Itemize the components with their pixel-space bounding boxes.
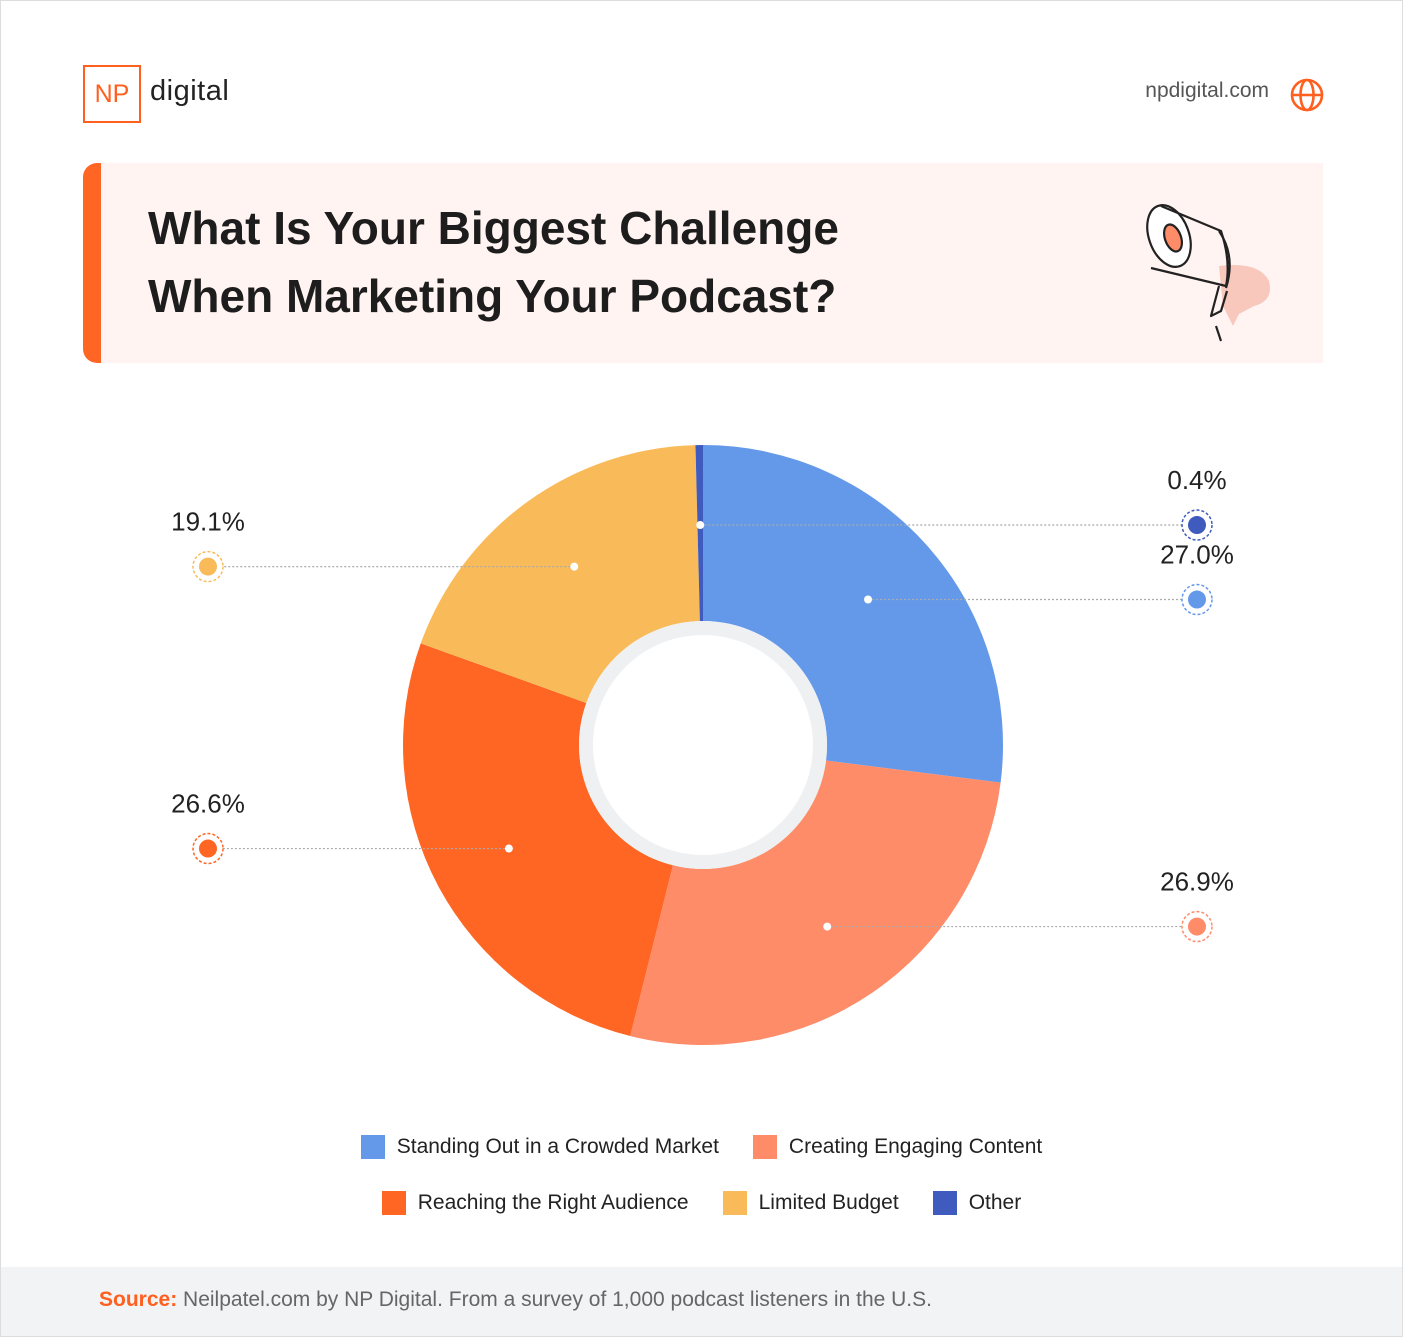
- legend: Standing Out in a Crowded Market Creating…: [1, 1119, 1402, 1231]
- label-dot: [199, 839, 217, 858]
- legend-row: Standing Out in a Crowded Market Creating…: [1, 1119, 1402, 1175]
- source: Source: Neilpatel.com by NP Digital. Fro…: [99, 1288, 932, 1312]
- logo-text: digital: [150, 75, 230, 107]
- legend-swatch: [752, 1135, 777, 1159]
- legend-label: Limited Budget: [758, 1191, 899, 1214]
- donut-slice: [703, 445, 1003, 783]
- label-dot: [199, 557, 217, 576]
- leader-dot: [864, 595, 873, 604]
- legend-item: Reaching the Right Audience: [381, 1191, 689, 1215]
- legend-item: Standing Out in a Crowded Market: [360, 1135, 719, 1159]
- data-label: 19.1%: [171, 507, 245, 537]
- megaphone-icon: [1146, 204, 1270, 342]
- legend-item: Other: [932, 1191, 1022, 1215]
- title-band: [83, 163, 1323, 363]
- source-label: Source:: [99, 1288, 178, 1311]
- legend-item: Creating Engaging Content: [752, 1135, 1043, 1159]
- leader-dot: [504, 844, 513, 853]
- leader-dot: [823, 922, 832, 931]
- legend-label: Standing Out in a Crowded Market: [396, 1135, 719, 1158]
- legend-swatch: [360, 1135, 385, 1159]
- legend-label: Other: [968, 1191, 1022, 1214]
- legend-item: Limited Budget: [722, 1191, 899, 1215]
- label-dot: [1188, 917, 1206, 936]
- label-dot: [1188, 516, 1206, 535]
- data-label: 27.0%: [1160, 540, 1234, 570]
- legend-label: Reaching the Right Audience: [417, 1191, 689, 1214]
- chart: 27.0% 26.9% 26.6% 19.1% 0.4%: [171, 445, 1234, 1045]
- globe-icon: [1290, 78, 1324, 112]
- footer: Source: Neilpatel.com by NP Digital. Fro…: [1, 1267, 1402, 1336]
- chart-title: What Is Your Biggest Challenge: [148, 202, 839, 254]
- source-text: Neilpatel.com by NP Digital. From a surv…: [183, 1288, 932, 1311]
- legend-row: Reaching the Right Audience Limited Budge…: [1, 1175, 1402, 1231]
- leader-dot: [570, 562, 579, 571]
- donut-slice: [630, 760, 1001, 1045]
- donut-slice: [420, 445, 700, 703]
- legend-swatch: [381, 1191, 406, 1215]
- donut-hole: [593, 635, 813, 855]
- logo-mark: NP: [83, 65, 141, 123]
- leader-dot: [696, 521, 705, 530]
- donut-slice: [695, 445, 703, 622]
- legend-swatch: [722, 1191, 747, 1215]
- data-label: 26.9%: [1160, 867, 1234, 897]
- site-link[interactable]: npdigital.com: [1145, 79, 1269, 102]
- label-dot: [1188, 590, 1206, 609]
- chart-title: When Marketing Your Podcast?: [148, 270, 837, 322]
- legend-swatch: [932, 1191, 957, 1215]
- data-label: 26.6%: [171, 789, 245, 819]
- legend-label: Creating Engaging Content: [788, 1135, 1043, 1158]
- donut-slice: [403, 643, 673, 1037]
- data-label: 0.4%: [1167, 465, 1226, 495]
